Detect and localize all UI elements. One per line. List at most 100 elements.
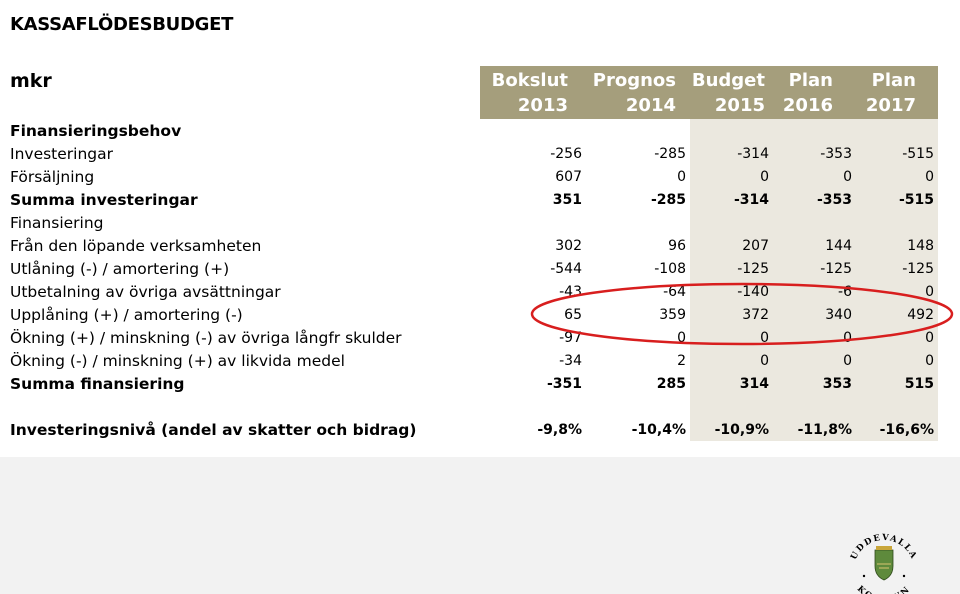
row-label: Finansiering [10, 214, 104, 232]
row-label: Från den löpande verksamheten [10, 237, 262, 255]
table-row: Ökning (+) / minskning (-) av övriga lån… [0, 327, 960, 350]
row-label: Ökning (+) / minskning (-) av övriga lån… [10, 329, 402, 347]
cell-value: 0 [925, 169, 934, 185]
cell-value: 372 [742, 307, 769, 323]
table-row: Utlåning (-) / amortering (+) -544 -108 -12… [0, 258, 960, 281]
budget-plan-shading [690, 119, 938, 441]
column-header-line1: Plan [871, 70, 916, 91]
cell-value: -108 [654, 261, 686, 277]
cell-value: 607 [555, 169, 582, 185]
cell-value: -64 [663, 284, 686, 300]
cell-value: -353 [820, 146, 852, 162]
cell-value: -11,8% [797, 422, 852, 438]
svg-text:KOMMUN: KOMMUN [855, 584, 913, 594]
column-header-2: Budget 2015 [665, 68, 765, 118]
column-header-year: 2017 [865, 95, 916, 116]
cell-value: -125 [737, 261, 769, 277]
cell-value: -314 [737, 146, 769, 162]
cell-value: 0 [760, 353, 769, 369]
cell-value: 148 [907, 238, 934, 254]
row-label: Utlåning (-) / amortering (+) [10, 260, 230, 278]
cell-value: -544 [550, 261, 582, 277]
cell-value: -125 [820, 261, 852, 277]
cell-value: 0 [760, 330, 769, 346]
cell-value: 353 [822, 376, 852, 392]
cell-value: -9,8% [537, 422, 582, 438]
cell-value: 65 [564, 307, 582, 323]
column-header-3: Plan 2016 [733, 68, 833, 118]
column-header-0: Bokslut 2013 [468, 68, 568, 118]
row-label: Finansieringsbehov [10, 122, 182, 140]
cell-value: -10,4% [631, 422, 686, 438]
column-header-line1: Plan [788, 70, 833, 91]
table-row: Summa investeringar 351 -285 -314 -353 -515 [0, 189, 960, 212]
unit-label: mkr [10, 70, 52, 92]
row-label: Investeringsnivå (andel av skatter och b… [10, 421, 417, 439]
highlight-ellipse [530, 282, 954, 346]
cell-value: 0 [925, 353, 934, 369]
row-label: Investeringar [10, 145, 114, 163]
cell-value: -515 [898, 192, 934, 208]
cell-value: 492 [907, 307, 934, 323]
column-header-year: 2015 [714, 95, 765, 116]
cell-value: 2 [677, 353, 686, 369]
cell-value: -353 [816, 192, 852, 208]
cell-value: 207 [742, 238, 769, 254]
cell-value: -256 [550, 146, 582, 162]
table-row: Försäljning 607 0 0 0 0 [0, 166, 960, 189]
cell-value: 96 [668, 238, 686, 254]
column-header-year: 2014 [625, 95, 676, 116]
row-label: Upplåning (+) / amortering (-) [10, 306, 243, 324]
column-header-1: Prognos 2014 [576, 68, 676, 118]
row-label: Summa investeringar [10, 191, 198, 209]
page-title: KASSAFLÖDESBUDGET [10, 14, 234, 35]
cell-value: 285 [656, 376, 686, 392]
row-label: Ökning (-) / minskning (+) av likvida me… [10, 352, 345, 370]
cell-value: -97 [559, 330, 582, 346]
cell-value: 0 [677, 330, 686, 346]
cell-value: 340 [825, 307, 852, 323]
table-row: Investeringsnivå (andel av skatter och b… [0, 419, 960, 442]
cell-value: -285 [654, 146, 686, 162]
uddevalla-kommun-logo: UDDEVALLA KOMMUN [849, 533, 917, 594]
column-header-line1: Budget [691, 70, 765, 91]
cell-value: -314 [733, 192, 769, 208]
cell-value: 359 [659, 307, 686, 323]
row-label: Utbetalning av övriga avsättningar [10, 283, 281, 301]
row-label: Försäljning [10, 168, 95, 186]
cell-value: 515 [904, 376, 934, 392]
cell-value: 0 [843, 353, 852, 369]
cell-value: 351 [552, 192, 582, 208]
cell-value: -16,6% [879, 422, 934, 438]
column-header-year: 2013 [517, 95, 568, 116]
cell-value: -10,9% [714, 422, 769, 438]
table-row: Investeringar -256 -285 -314 -353 -515 [0, 143, 960, 166]
cell-value: 0 [677, 169, 686, 185]
table-row: Summa finansiering -351 285 314 353 515 [0, 373, 960, 396]
cell-value: 302 [555, 238, 582, 254]
table-row: Finansiering [0, 212, 960, 235]
column-header-year: 2016 [782, 95, 833, 116]
column-header-line1: Bokslut [491, 70, 568, 91]
cell-value: 0 [843, 169, 852, 185]
cell-value: -125 [902, 261, 934, 277]
table-row: Ökning (-) / minskning (+) av likvida me… [0, 350, 960, 373]
cell-value: -351 [546, 376, 582, 392]
cell-value: -34 [559, 353, 582, 369]
table-row: Från den löpande verksamheten 302 96 207 144… [0, 235, 960, 258]
row-label: Summa finansiering [10, 375, 185, 393]
cell-value: 0 [760, 169, 769, 185]
cell-value: -285 [650, 192, 686, 208]
cell-value: -140 [737, 284, 769, 300]
cell-value: 0 [925, 284, 934, 300]
column-header-4: Plan 2017 [816, 68, 916, 118]
table-row: Finansieringsbehov [0, 120, 960, 143]
cell-value: 0 [843, 330, 852, 346]
cell-value: 144 [825, 238, 852, 254]
cell-value: 0 [925, 330, 934, 346]
logo-ring-bottom: KOMMUN [855, 584, 911, 594]
column-header-line1: Prognos [592, 70, 676, 91]
table-row: Upplåning (+) / amortering (-) 65 359 372 34… [0, 304, 960, 327]
cell-value: 314 [739, 376, 769, 392]
